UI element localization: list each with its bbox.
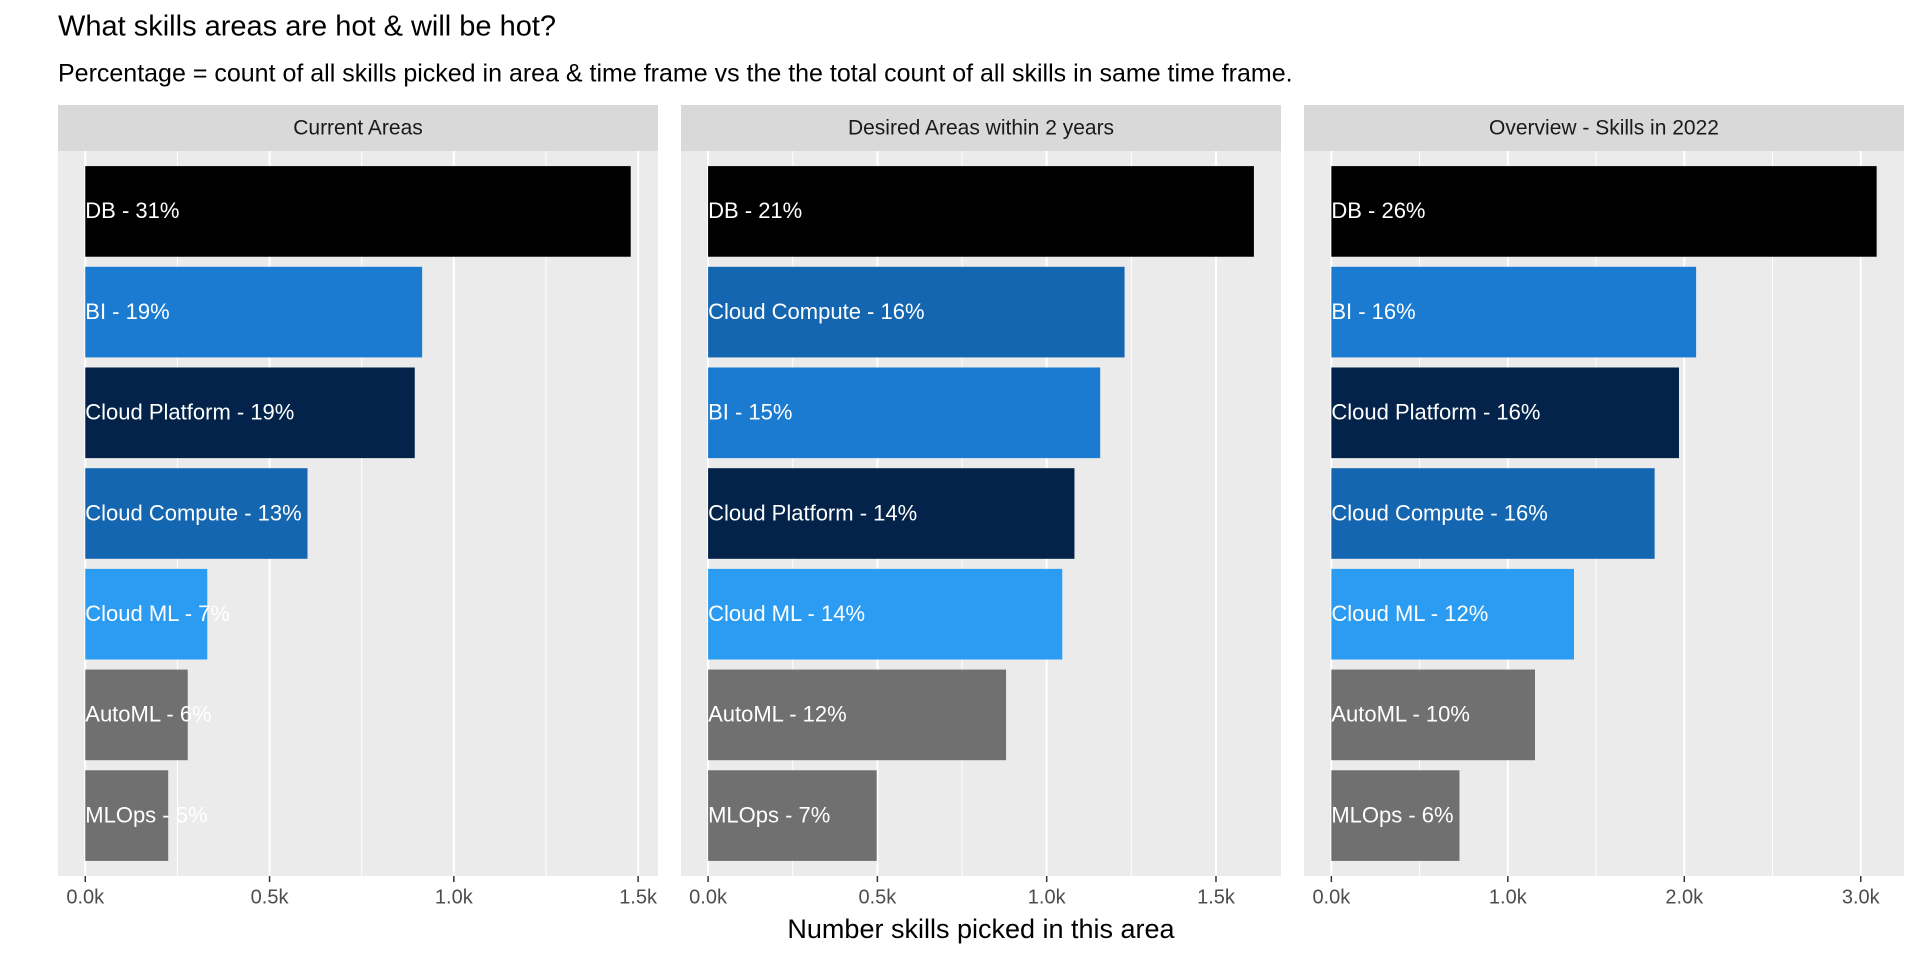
bar	[1331, 669, 1535, 761]
bar	[85, 166, 631, 257]
bar-label: DB - 31%	[85, 198, 179, 223]
bar-label: AutoML - 6%	[85, 702, 211, 727]
strip	[681, 105, 1281, 151]
bar	[85, 468, 308, 559]
bar-label: Cloud ML - 12%	[1331, 601, 1488, 626]
x-tick-label: 3.0k	[1842, 886, 1881, 908]
bar-label: BI - 19%	[85, 299, 169, 324]
bar	[708, 468, 1075, 559]
bar-label: BI - 16%	[1331, 299, 1415, 324]
bar-label: MLOps - 6%	[1331, 802, 1453, 827]
bar	[708, 367, 1101, 459]
x-tick-label: 1.5k	[619, 886, 658, 908]
bar-label: DB - 26%	[1331, 198, 1425, 223]
bar	[1331, 266, 1697, 358]
bar	[708, 568, 1063, 660]
bar-label: Cloud Compute - 16%	[1331, 500, 1547, 525]
bar	[85, 568, 208, 660]
bar	[1331, 166, 1877, 257]
x-tick-label: 0.0k	[689, 886, 728, 908]
chart-title: What skills areas are hot & will be hot?	[58, 11, 556, 43]
bar	[708, 266, 1125, 358]
x-tick-label: 0.5k	[251, 886, 290, 908]
x-tick-label: 0.5k	[858, 886, 897, 908]
bar-label: DB - 21%	[708, 198, 802, 223]
x-tick-label: 1.0k	[435, 886, 474, 908]
bar	[708, 770, 877, 861]
bar-label: Cloud ML - 7%	[85, 601, 230, 626]
bar	[1331, 568, 1574, 660]
bar	[1331, 468, 1655, 559]
x-tick-label: 0.0k	[66, 886, 105, 908]
bar-label: AutoML - 12%	[708, 702, 847, 727]
strip	[58, 105, 658, 151]
bar-label: Cloud Platform - 14%	[708, 500, 917, 525]
bar-label: Cloud Platform - 19%	[85, 400, 294, 425]
x-tick-label: 2.0k	[1665, 886, 1704, 908]
bar	[1331, 770, 1460, 861]
bar	[1331, 367, 1679, 459]
bar	[85, 367, 415, 459]
strip	[1304, 105, 1904, 151]
panel-title: Overview - Skills in 2022	[1489, 117, 1719, 140]
bar	[708, 166, 1254, 257]
bar-label: Cloud Compute - 13%	[85, 500, 301, 525]
panel-title: Current Areas	[293, 117, 423, 140]
x-tick-label: 0.0k	[1312, 886, 1351, 908]
bar-label: AutoML - 10%	[1331, 702, 1470, 727]
x-tick-label: 1.5k	[1197, 886, 1236, 908]
bar	[85, 266, 423, 358]
x-tick-label: 1.0k	[1489, 886, 1528, 908]
bar-label: MLOps - 7%	[708, 802, 830, 827]
bar-label: BI - 15%	[708, 400, 792, 425]
x-axis-label: Number skills picked in this area	[787, 914, 1175, 944]
bar-label: Cloud ML - 14%	[708, 601, 865, 626]
bar	[708, 669, 1007, 761]
bar-label: Cloud Compute - 16%	[708, 299, 924, 324]
bar-label: Cloud Platform - 16%	[1331, 400, 1540, 425]
panel-title: Desired Areas within 2 years	[848, 117, 1114, 140]
bar	[85, 770, 169, 861]
chart-subtitle: Percentage = count of all skills picked …	[58, 60, 1293, 88]
x-tick-label: 1.0k	[1028, 886, 1067, 908]
bar-label: MLOps - 5%	[85, 802, 207, 827]
bar	[85, 669, 188, 761]
